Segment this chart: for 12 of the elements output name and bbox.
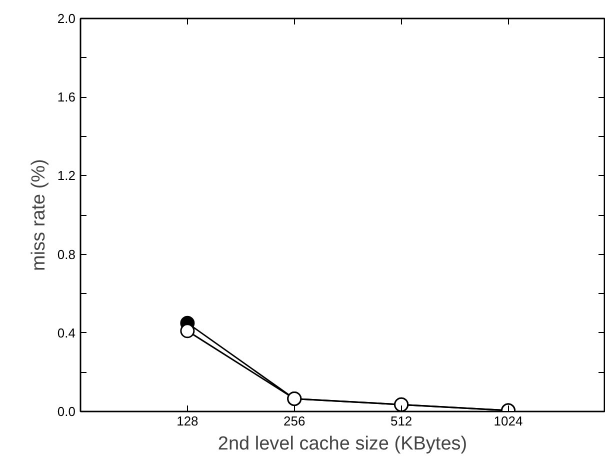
x-tick-label: 1024 <box>494 414 523 428</box>
y-tick-label: 0.4 <box>57 325 76 340</box>
x-tick-label: 512 <box>390 414 412 428</box>
y-tick-label: 2.0 <box>57 11 76 26</box>
y-tick-label: 0.8 <box>57 246 76 262</box>
y-tick-label: 0.0 <box>57 404 76 419</box>
x-tick-label: 128 <box>176 414 198 428</box>
x-axis-title: 2nd level cache size (KBytes) <box>218 434 468 454</box>
y-axis-title: miss rate (%) <box>28 159 50 271</box>
y-tick-label: 1.2 <box>57 168 76 184</box>
x-tick-label: 256 <box>284 414 306 428</box>
y-tick-label: 1.6 <box>57 90 76 105</box>
